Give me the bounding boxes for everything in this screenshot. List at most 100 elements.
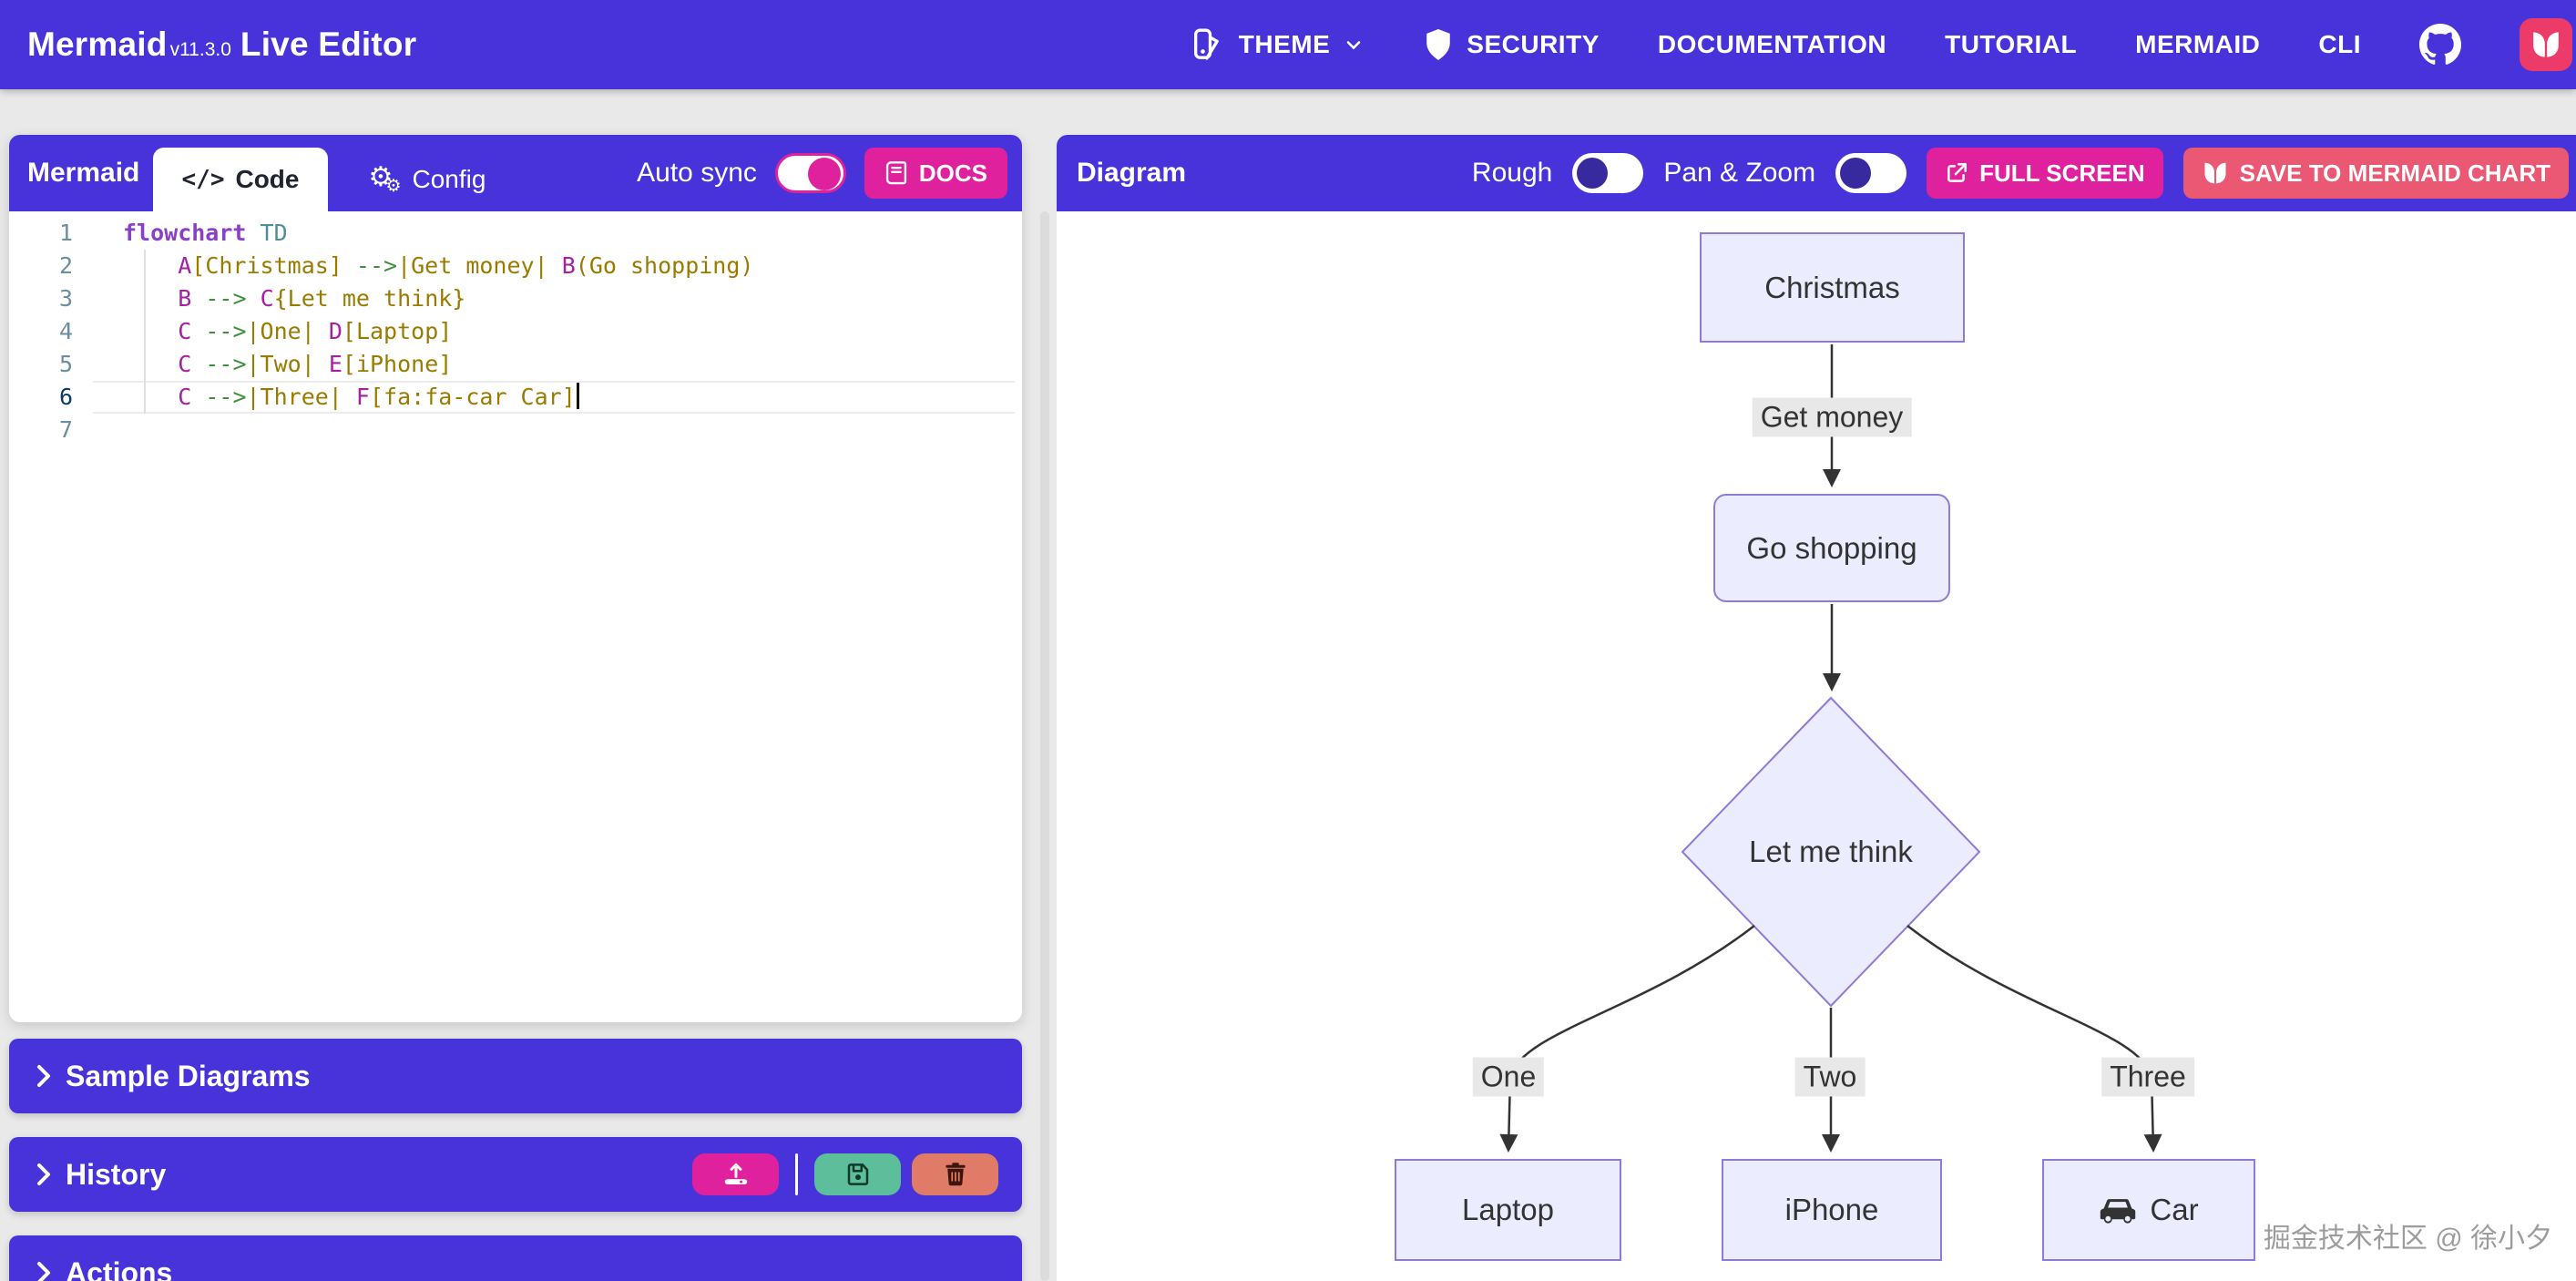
nav-item-cli[interactable]: CLI (2318, 30, 2361, 59)
rough-toggle[interactable] (1572, 153, 1644, 193)
save-to-mermaid-chart-label: SAVE TO MERMAID CHART (2239, 159, 2550, 187)
upload-history-button[interactable] (692, 1153, 779, 1195)
nav-item-theme[interactable]: THEME (1190, 26, 1365, 63)
code-line: 2 A[Christmas] -->|Get money| B(Go shopp… (9, 250, 1022, 282)
toggle-knob (1840, 158, 1872, 189)
flowchart-node-go-shopping: Go shopping (1713, 494, 1950, 602)
line-number: 7 (58, 416, 73, 443)
editor-panel-header: Mermaid </> Code ⚙⚙ Config Auto sync DOC… (9, 135, 1022, 211)
code-line: 7 (9, 414, 1022, 446)
full-screen-button[interactable]: FULL SCREEN (1927, 148, 2163, 199)
top-navigation: THEME SECURITY DOCUMENTATION TUTORIAL ME… (1190, 18, 2576, 71)
code-editor[interactable]: 1 flowchart TD 2 A[Christmas] -->|Get mone… (9, 211, 1022, 1022)
code-line: 5 C -->|Two| E[iPhone] (9, 348, 1022, 381)
auto-sync-label: Auto sync (637, 158, 757, 188)
app-logo: Mermaid v11.3.0 Live Editor (27, 26, 416, 64)
button-divider (795, 1153, 798, 1195)
upload-icon (722, 1161, 750, 1188)
tab-label: Code (235, 165, 300, 193)
sample-diagrams-accordion[interactable]: Sample Diagrams (9, 1039, 1022, 1113)
mermaid-chart-app-icon[interactable] (2520, 18, 2572, 71)
book-icon (884, 160, 908, 186)
code-line: 1 flowchart TD (9, 217, 1022, 250)
line-number: 5 (58, 351, 73, 377)
brand-name: Mermaid (27, 26, 168, 63)
delete-history-button[interactable] (912, 1153, 998, 1195)
pan-zoom-label: Pan & Zoom (1663, 158, 1816, 188)
tab-config[interactable]: ⚙⚙ Config (342, 148, 512, 211)
flowchart-node-car: Car (2042, 1159, 2255, 1261)
flowchart-node-let-me-think: Let me think (1749, 835, 1913, 869)
docs-button[interactable]: DOCS (864, 148, 1007, 199)
nav-label: DOCUMENTATION (1657, 30, 1887, 58)
history-accordion[interactable]: History (9, 1137, 1022, 1212)
editor-panel-title: Mermaid (27, 158, 140, 188)
code-icon: </> (181, 166, 225, 193)
flowchart-node-christmas: Christmas (1700, 232, 1965, 343)
mermaid-chart-logo-icon (2202, 159, 2229, 187)
edge-label-two: Two (1794, 1057, 1866, 1097)
editor-panel: Mermaid </> Code ⚙⚙ Config Auto sync DOC… (9, 135, 1022, 1022)
sample-diagrams-label: Sample Diagrams (66, 1059, 311, 1092)
code-line: 3 B --> C{Let me think} (9, 282, 1022, 315)
diagram-panel-header: Diagram Rough Pan & Zoom FULL SCREEN SAV… (1057, 135, 2576, 211)
chevron-right-icon (33, 1259, 55, 1281)
save-to-mermaid-chart-button[interactable]: SAVE TO MERMAID CHART (2182, 148, 2569, 199)
nav-item-security[interactable]: SECURITY (1423, 27, 1600, 62)
flowchart-node-iphone: iPhone (1722, 1159, 1942, 1261)
nav-label: SECURITY (1467, 30, 1600, 58)
node-label: Car (2150, 1193, 2199, 1226)
app-header: Mermaid v11.3.0 Live Editor THEME (0, 0, 2576, 89)
node-label: iPhone (1784, 1193, 1879, 1226)
node-label: Christmas (1764, 270, 1900, 304)
chevron-right-icon (33, 1161, 55, 1188)
node-label: Let me think (1749, 835, 1913, 868)
code-line: 4 C -->|One| D[Laptop] (9, 315, 1022, 348)
tab-code[interactable]: </> Code (153, 148, 328, 211)
line-number: 4 (58, 318, 73, 344)
rough-label: Rough (1471, 158, 1553, 188)
nav-item-mermaid[interactable]: MERMAID (2135, 30, 2260, 59)
tab-label: Config (412, 165, 486, 193)
flowchart-diamond-shape (1681, 696, 1981, 1008)
save-history-button[interactable] (814, 1153, 901, 1195)
flowchart-node-laptop: Laptop (1395, 1159, 1621, 1261)
toggle-knob (807, 158, 841, 190)
edge-think-laptop (1499, 925, 1755, 1153)
text-cursor (576, 383, 579, 409)
code-lines: 1 flowchart TD 2 A[Christmas] -->|Get mone… (9, 217, 1022, 446)
gears-icon: ⚙⚙ (368, 162, 402, 196)
edge-think-car (1906, 925, 2162, 1153)
nav-label: CLI (2318, 30, 2361, 58)
full-screen-label: FULL SCREEN (1979, 159, 2145, 187)
chevron-right-icon (33, 1062, 55, 1090)
github-link[interactable] (2419, 24, 2461, 66)
auto-sync-toggle[interactable] (774, 153, 846, 193)
history-label: History (66, 1157, 167, 1191)
actions-accordion[interactable]: Actions (9, 1235, 1022, 1281)
car-icon (2099, 1194, 2137, 1225)
indent-guide (144, 250, 146, 414)
docs-button-label: DOCS (918, 159, 987, 187)
line-number: 6 (58, 384, 73, 410)
theme-swatch-icon (1190, 26, 1226, 63)
floppy-disk-icon (844, 1161, 872, 1188)
pane-resizer[interactable] (1040, 211, 1049, 1281)
flowchart-edges (1499, 344, 2162, 1153)
pan-zoom-toggle[interactable] (1835, 153, 1907, 193)
mermaid-chart-logo-icon (2530, 28, 2562, 61)
diagram-panel-title: Diagram (1077, 158, 1187, 188)
brand-suffix: Live Editor (240, 26, 417, 63)
external-link-icon (1945, 161, 1968, 185)
nav-label: MERMAID (2135, 30, 2261, 58)
nav-item-documentation[interactable]: DOCUMENTATION (1658, 30, 1886, 59)
node-label: Laptop (1462, 1193, 1554, 1226)
code-line: 6 C -->|Three| F[fa:fa-car Car] (9, 381, 1022, 414)
nav-item-tutorial[interactable]: TUTORIAL (1945, 30, 2077, 59)
line-number: 3 (58, 285, 73, 312)
actions-label: Actions (66, 1255, 173, 1281)
line-number: 1 (58, 220, 73, 246)
shield-icon (1423, 27, 1454, 62)
edge-label-three: Three (2101, 1057, 2194, 1097)
